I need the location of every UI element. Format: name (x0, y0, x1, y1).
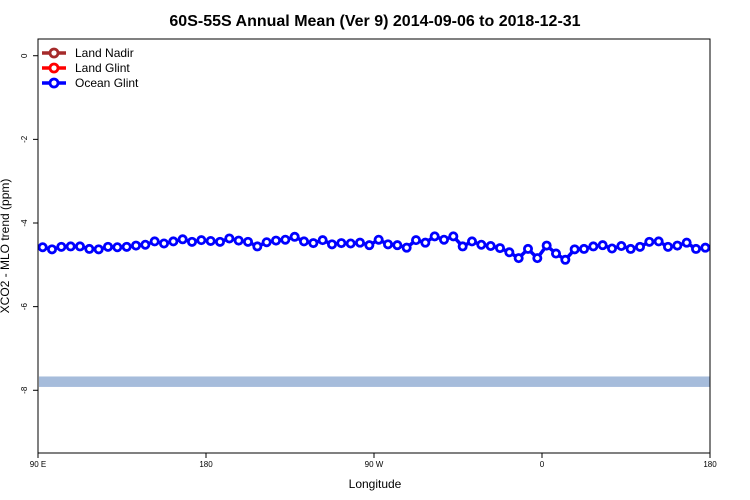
data-point (532, 253, 543, 264)
y-tick-label-2: -4 (20, 219, 29, 227)
data-point (551, 248, 562, 259)
data-point (112, 242, 123, 253)
data-point (261, 237, 272, 248)
data-point (270, 235, 281, 246)
data-point (205, 235, 216, 246)
data-point (635, 241, 646, 252)
chart-title: 60S-55S Annual Mean (Ver 9) 2014-09-06 t… (169, 13, 580, 30)
legend-label-2: Ocean Glint (75, 76, 139, 90)
legend-marker-1 (48, 62, 60, 74)
data-point (65, 241, 76, 252)
data-point (93, 244, 104, 255)
x-axis-label: Longitude (349, 477, 402, 491)
data-point (140, 239, 151, 250)
reference-band (39, 376, 710, 387)
data-point (672, 240, 683, 251)
x-tick-label-2: 90 W (365, 460, 384, 469)
legend-label-1: Land Glint (75, 61, 130, 75)
data-point (681, 237, 692, 248)
data-point (438, 234, 449, 245)
data-point (130, 240, 141, 251)
data-point (410, 235, 421, 246)
data-point (345, 238, 356, 249)
legend-marker-0 (48, 47, 60, 59)
data-point (280, 234, 291, 245)
x-tick-label-3: 0 (540, 460, 545, 469)
data-point (485, 240, 496, 251)
data-point (541, 240, 552, 251)
data-point (373, 234, 384, 245)
data-point (429, 231, 440, 242)
data-point (196, 235, 207, 246)
data-point (588, 241, 599, 252)
data-point (494, 243, 505, 254)
data-point (466, 236, 477, 247)
axis-layer: 90 E 180 90 W 0 180 0 -2 -4 -6 -8 (20, 53, 717, 469)
data-point (252, 241, 263, 252)
data-point (523, 243, 534, 254)
data-point (420, 237, 431, 248)
data-point (457, 241, 468, 252)
data-point (224, 233, 235, 244)
data-point (448, 231, 459, 242)
y-tick-label-4: -8 (20, 386, 29, 394)
data-point (644, 236, 655, 247)
legend-label-0: Land Nadir (75, 46, 134, 60)
data-point (663, 241, 674, 252)
data-point (616, 240, 627, 251)
data-point (121, 241, 132, 252)
data-point (597, 240, 608, 251)
data-point (186, 236, 197, 247)
data-point (653, 236, 664, 247)
data-point (317, 235, 328, 246)
band-layer (39, 376, 710, 387)
data-point (607, 243, 618, 254)
legend-marker-2 (48, 77, 60, 89)
data-point (84, 243, 95, 254)
y-tick-label-3: -6 (20, 303, 29, 311)
data-point (308, 238, 319, 249)
series-layer (37, 231, 711, 265)
data-point (75, 241, 86, 252)
data-point (504, 247, 515, 258)
data-point (700, 242, 711, 253)
data-point (336, 238, 347, 249)
data-point (158, 238, 169, 249)
data-point (382, 239, 393, 250)
data-point (298, 236, 309, 247)
data-point (560, 254, 571, 265)
data-point (364, 240, 375, 251)
data-point (47, 244, 58, 255)
data-point (691, 243, 702, 254)
data-point (326, 239, 337, 250)
x-tick-label-1: 180 (199, 460, 213, 469)
data-point (37, 242, 48, 253)
data-point (289, 231, 300, 242)
data-point (401, 242, 412, 253)
data-point (214, 236, 225, 247)
y-axis-label: XCO2 - MLO trend (ppm) (0, 179, 12, 314)
data-point (168, 236, 179, 247)
data-point (579, 243, 590, 254)
data-point (392, 240, 403, 251)
x-tick-label-4: 180 (703, 460, 717, 469)
data-point (233, 235, 244, 246)
data-point (149, 236, 160, 247)
data-point (625, 243, 636, 254)
y-tick-label-1: -2 (20, 135, 29, 143)
data-point (103, 241, 114, 252)
data-point (513, 253, 524, 264)
data-point (476, 239, 487, 250)
data-point (56, 241, 67, 252)
data-point (242, 236, 253, 247)
data-point (354, 237, 365, 248)
data-point (569, 244, 580, 255)
data-point (177, 234, 188, 245)
y-tick-label-0: 0 (20, 53, 29, 58)
x-tick-label-0: 90 E (30, 460, 46, 469)
